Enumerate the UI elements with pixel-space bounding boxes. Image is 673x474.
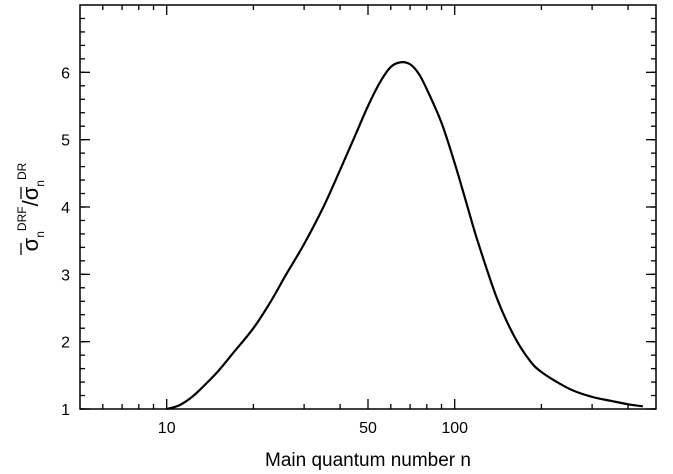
tick-labels: 10 50 100 1 2 3 4 5 6 xyxy=(61,65,468,437)
y-tick-label: 3 xyxy=(61,267,70,284)
x-tick-label: 100 xyxy=(441,420,468,437)
series-line xyxy=(166,60,643,411)
y-axis-sub-1: n xyxy=(33,231,47,238)
svg-text:σnDRF/σnDR: σnDRF/σnDR xyxy=(15,162,47,251)
y-axis-sigma-1: σ xyxy=(18,237,43,251)
y-axis-title: σnDRF/σnDR xyxy=(15,162,47,255)
y-axis-sup-1: DRF xyxy=(15,206,29,231)
y-tick-label: 2 xyxy=(61,335,70,352)
y-tick-label: 5 xyxy=(61,133,70,150)
y-tick-label: 1 xyxy=(61,402,70,419)
x-axis-title: Main quantum number n xyxy=(265,450,471,471)
plot-frame xyxy=(79,4,657,410)
x-tick-label: 50 xyxy=(359,420,377,437)
x-tick-label: 10 xyxy=(158,420,176,437)
y-axis-sup-2: DR xyxy=(15,162,29,180)
y-axis-sigma-2: σ xyxy=(18,186,43,200)
y-axis-slash: / xyxy=(18,199,43,206)
y-axis-sub-2: n xyxy=(33,180,47,187)
tick-marks xyxy=(80,5,656,410)
y-tick-label: 4 xyxy=(61,200,70,217)
y-tick-label: 6 xyxy=(61,65,70,82)
